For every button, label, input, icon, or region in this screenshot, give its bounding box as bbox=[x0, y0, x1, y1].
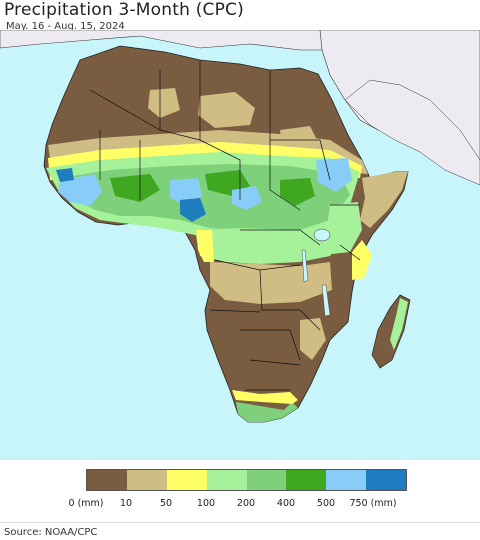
legend-label: 0 (mm) bbox=[68, 498, 104, 509]
legend-labels: 0 (mm) 10 50 100 200 400 500 750 (mm) bbox=[69, 498, 407, 512]
east-africa-yellow bbox=[352, 240, 372, 280]
legend-swatch bbox=[326, 470, 367, 490]
madagascar-east-green bbox=[390, 298, 408, 350]
legend-label: 500 bbox=[316, 498, 336, 509]
lake-victoria bbox=[313, 228, 331, 242]
sahara-tan-1 bbox=[148, 88, 180, 118]
map-title: Precipitation 3-Month (CPC) bbox=[4, 0, 244, 20]
legend-swatch bbox=[126, 470, 167, 490]
legend-label: 200 bbox=[236, 498, 256, 509]
legend-label: 100 bbox=[196, 498, 216, 509]
arabian-peninsula bbox=[344, 79, 480, 186]
legend-label: 10 bbox=[119, 498, 133, 509]
precipitation-map bbox=[0, 30, 480, 460]
sahara-tan-2 bbox=[198, 92, 255, 128]
heavy-rain-car bbox=[232, 186, 262, 210]
legend-label: 50 bbox=[159, 498, 173, 509]
legend-swatch bbox=[246, 470, 287, 490]
dark-green-east bbox=[280, 178, 315, 206]
africa-map-svg bbox=[0, 30, 480, 460]
heavy-rain-cameroon bbox=[180, 198, 206, 222]
heavy-rain-west-africa bbox=[58, 174, 102, 206]
source-credit: Source: NOAA/CPC bbox=[4, 527, 98, 538]
congo-tan bbox=[210, 262, 332, 304]
legend-swatch bbox=[87, 470, 127, 490]
heavy-rain-ethiopia bbox=[316, 158, 352, 192]
lake-tanganyika bbox=[301, 249, 309, 283]
lake-malawi bbox=[321, 284, 331, 317]
dark-green-west bbox=[110, 174, 160, 202]
congo-yellow-west bbox=[196, 230, 214, 262]
legend-label: 750 (mm) bbox=[349, 498, 397, 509]
heavy-rain-coast bbox=[56, 168, 74, 182]
country-borders bbox=[89, 60, 361, 391]
mozambique-tan bbox=[300, 318, 326, 360]
horn-of-africa-tan bbox=[360, 172, 408, 228]
footer-divider bbox=[0, 522, 480, 523]
southern-africa-green bbox=[236, 402, 298, 422]
legend-swatch bbox=[366, 470, 406, 490]
legend-swatch bbox=[286, 470, 327, 490]
precipitation-legend: 0 (mm) 10 50 100 200 400 500 750 (mm) bbox=[69, 469, 407, 509]
legend-label: 400 bbox=[276, 498, 296, 509]
legend-color-bar bbox=[86, 469, 407, 491]
legend-swatch bbox=[166, 470, 207, 490]
legend-swatch bbox=[206, 470, 247, 490]
east-africa-green bbox=[326, 202, 362, 254]
southern-africa-yellow bbox=[232, 390, 298, 404]
map-subtitle: May. 16 - Aug. 15, 2024 bbox=[6, 21, 125, 32]
